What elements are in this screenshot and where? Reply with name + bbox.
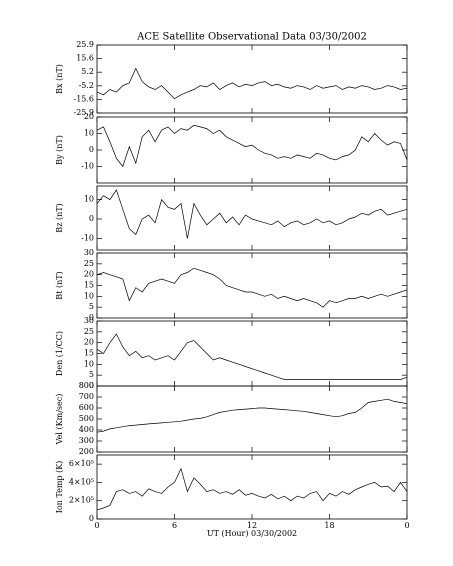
- y-axis-label: By (nT): [55, 135, 64, 165]
- y-tick-label: 200: [79, 447, 94, 456]
- y-tick-label: -5.2: [79, 81, 94, 90]
- y-tick-label: 0: [89, 145, 94, 154]
- y-tick-label: 800: [79, 381, 94, 390]
- panel-frame: [96, 116, 408, 184]
- y-axis-label: Den (1/CC): [55, 331, 64, 376]
- y-tick-label: 10: [84, 359, 94, 368]
- y-tick-label: 30: [84, 248, 94, 257]
- y-axis-label: Bz (nT): [55, 203, 64, 232]
- y-tick-label: 15: [84, 281, 94, 290]
- x-tick-label: 18: [324, 521, 334, 530]
- y-tick-label: -25.9: [73, 108, 94, 117]
- data-line: [96, 67, 408, 100]
- y-tick-label: 0: [89, 514, 94, 523]
- y-tick-label: 5: [89, 370, 94, 379]
- panel-frame: [96, 44, 408, 114]
- y-axis-label: Ion Temp (K): [55, 461, 64, 514]
- y-tick-label: 0: [89, 214, 94, 223]
- y-tick-label: 600: [79, 403, 94, 412]
- y-tick-label: 0: [89, 381, 94, 390]
- y-tick-label: 4×10⁵: [69, 477, 94, 486]
- y-axis-label: Vel (Km/sec): [55, 394, 64, 446]
- panel-frame: [96, 252, 408, 319]
- panel-frame: [96, 320, 408, 387]
- y-tick-label: 20: [84, 270, 94, 279]
- data-line: [96, 398, 408, 433]
- y-tick-label: 20: [84, 338, 94, 347]
- y-tick-label: 5: [89, 302, 94, 311]
- x-tick-label: 12: [247, 521, 257, 530]
- y-tick-label: -15.6: [73, 94, 94, 103]
- y-tick-label: 10: [84, 195, 94, 204]
- y-tick-label: 400: [79, 425, 94, 434]
- x-tick-label: 0: [94, 521, 99, 530]
- y-tick-label: 10: [84, 129, 94, 138]
- y-tick-label: 6×10⁵: [69, 459, 94, 468]
- y-tick-label: 30: [84, 316, 94, 325]
- y-tick-label: 5.2: [81, 67, 94, 76]
- panel-frame: [96, 454, 408, 520]
- y-axis-label: Bx (nT): [55, 64, 64, 94]
- y-tick-label: 20: [84, 112, 94, 121]
- y-tick-label: 15: [84, 349, 94, 358]
- y-tick-label: 10: [84, 291, 94, 300]
- y-tick-label: 15.6: [76, 54, 94, 63]
- y-tick-label: -10: [81, 233, 94, 242]
- x-tick-label: 6: [172, 521, 177, 530]
- y-tick-label: 0: [89, 313, 94, 322]
- y-tick-label: 300: [79, 436, 94, 445]
- y-axis-label: Bt (nT): [55, 271, 64, 299]
- y-tick-label: 2×10⁵: [69, 496, 94, 505]
- data-line: [96, 124, 408, 168]
- x-axis-label: UT (Hour) 03/30/2002: [207, 529, 297, 538]
- chart-title: ACE Satellite Observational Data 03/30/2…: [136, 32, 367, 43]
- y-tick-label: 25.9: [76, 40, 94, 49]
- data-line: [96, 333, 408, 380]
- data-line: [96, 267, 408, 308]
- panel-frame: [96, 385, 408, 453]
- y-tick-label: -10: [81, 162, 94, 171]
- data-line: [96, 467, 408, 511]
- y-tick-label: 25: [84, 327, 94, 336]
- x-tick-label: 0: [404, 521, 409, 530]
- y-tick-label: 25: [84, 259, 94, 268]
- y-tick-label: 500: [79, 414, 94, 423]
- y-tick-label: 700: [79, 392, 94, 401]
- data-line: [96, 189, 408, 239]
